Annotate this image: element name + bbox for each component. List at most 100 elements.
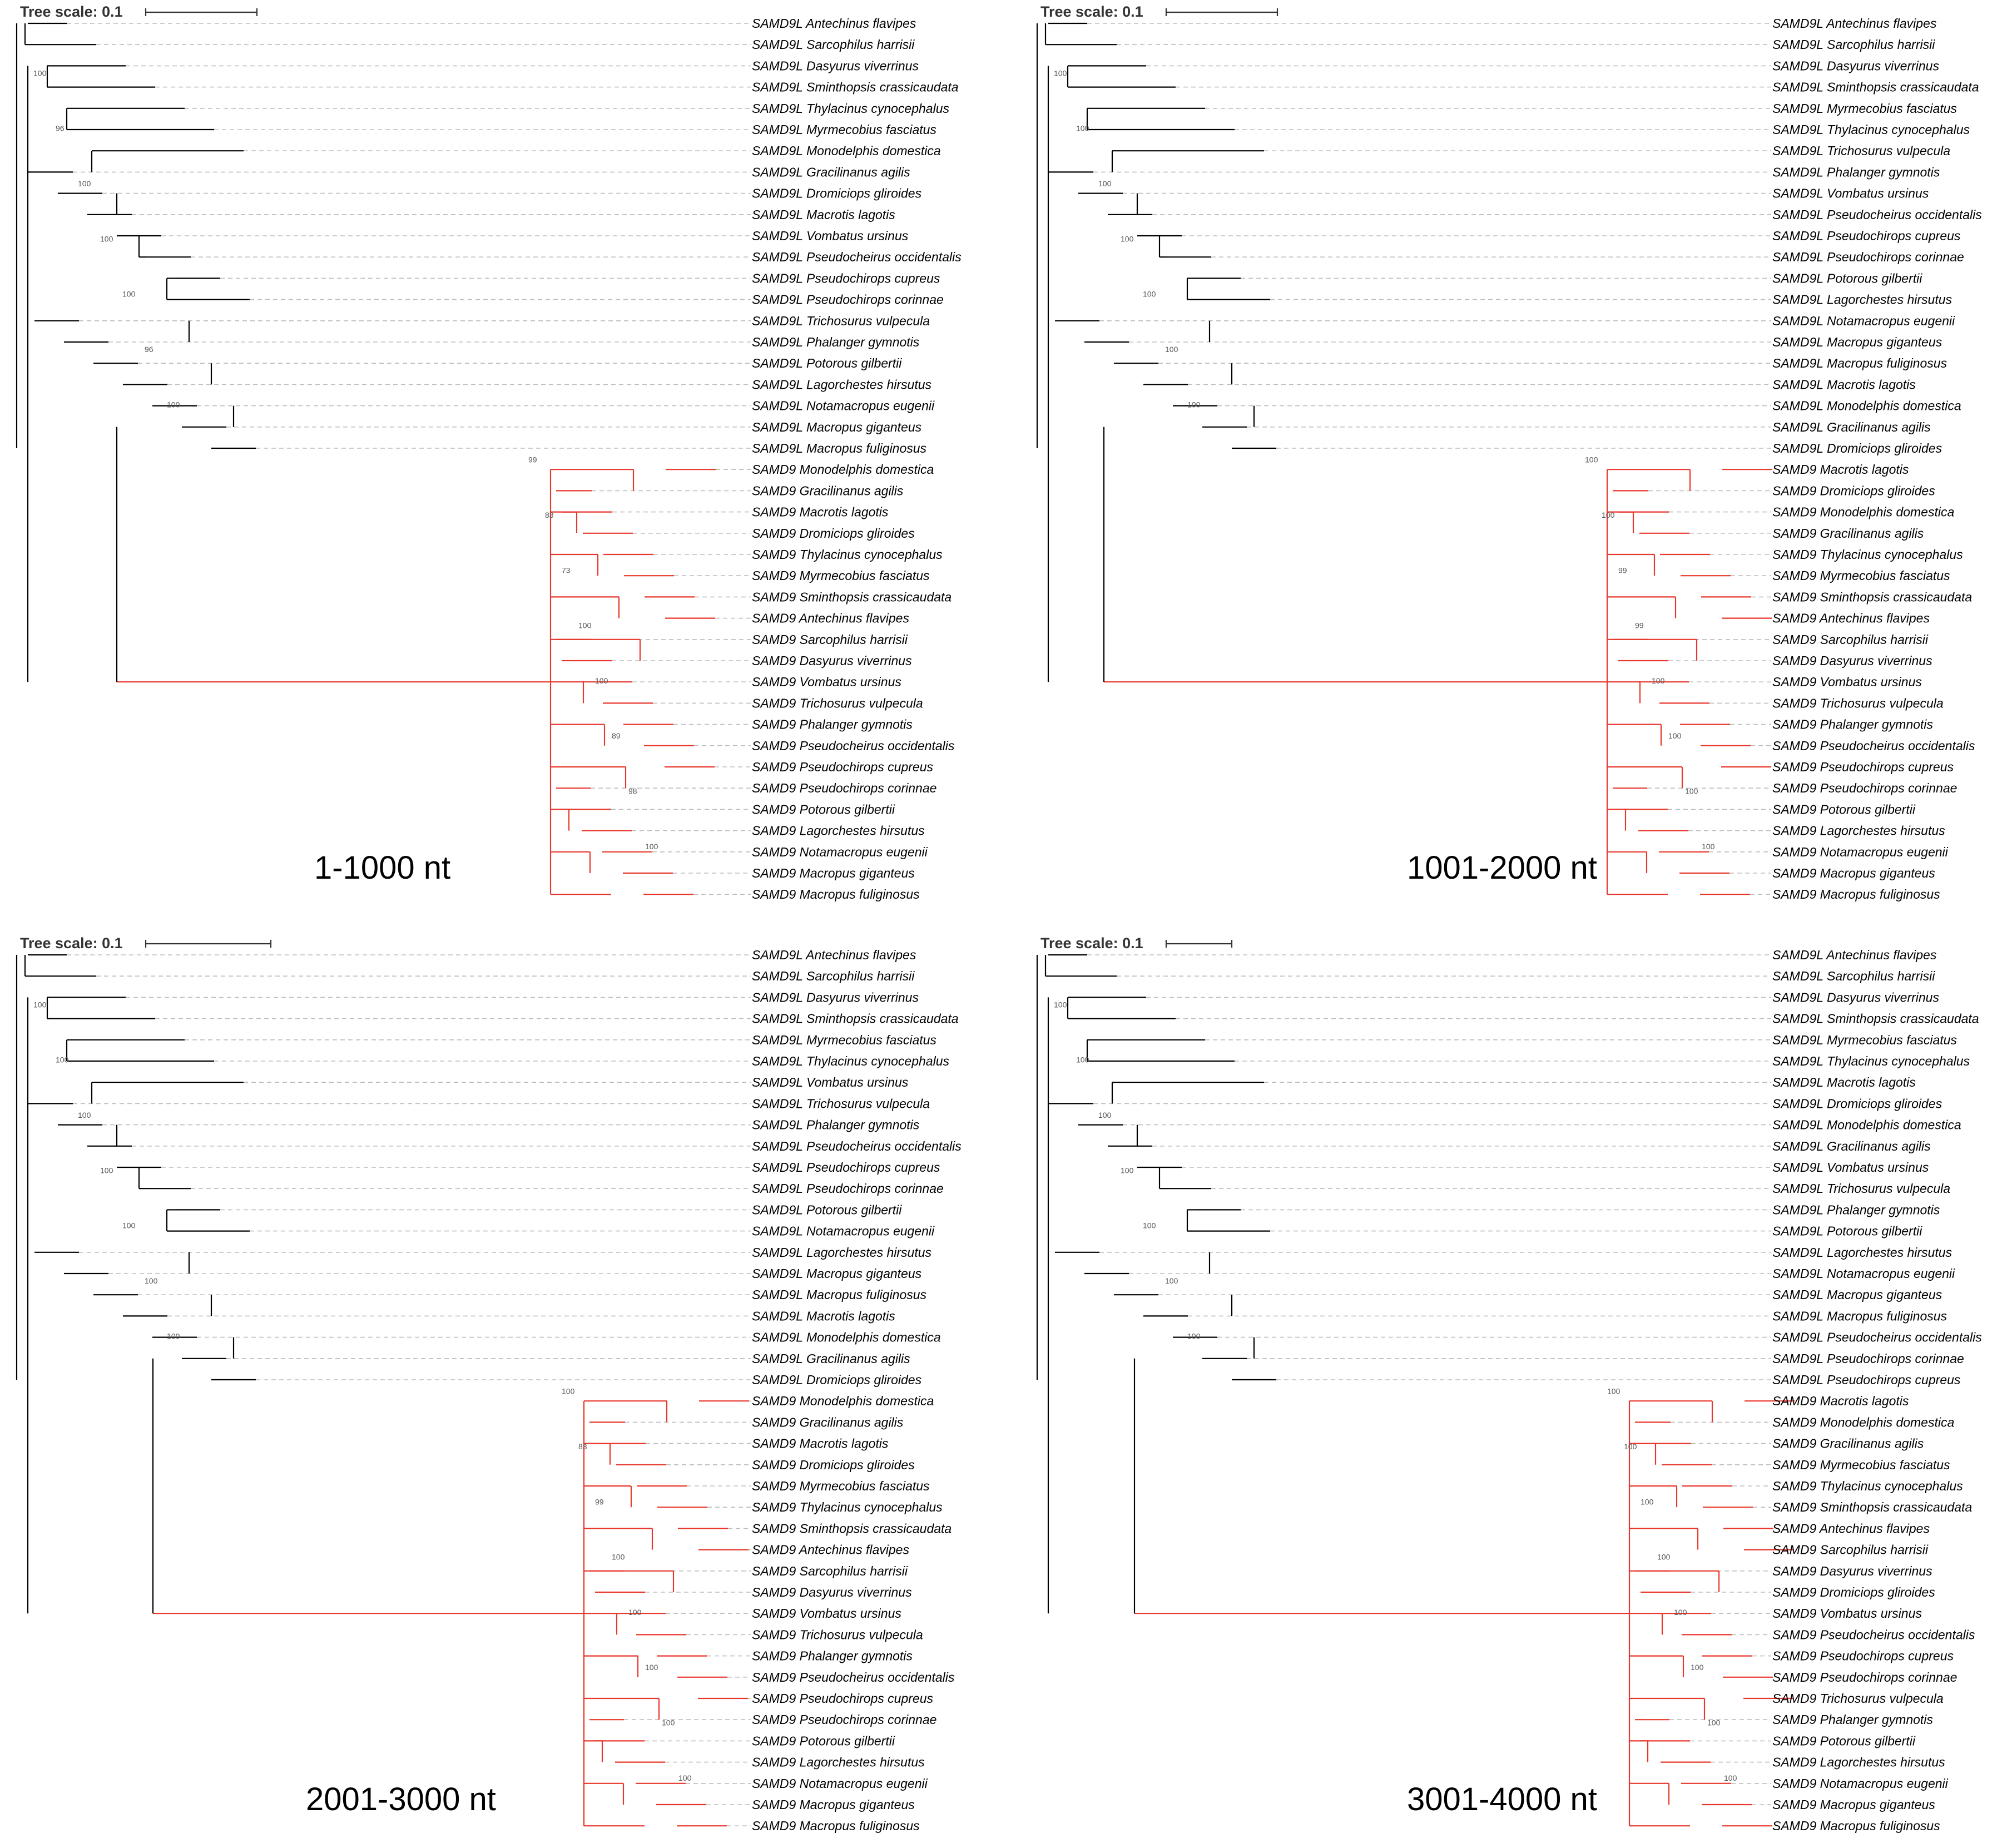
tip-label: SAMD9 Pseudochirops cupreus	[752, 760, 933, 774]
tip-label: SAMD9L Dasyurus viverrinus	[1772, 58, 1939, 73]
tip-label: SAMD9 Sminthopsis crassicaudata	[1772, 1500, 1972, 1514]
tip-label: SAMD9L Sarcophilus harrisii	[1772, 37, 1935, 52]
bootstrap-value: 96	[145, 345, 153, 354]
bootstrap-value: 100	[562, 1387, 575, 1396]
tip-label: SAMD9 Phalanger gymnotis	[752, 1649, 913, 1663]
tip-label: SAMD9 Thylacinus cynocephalus	[1772, 1479, 1963, 1493]
tip-label: SAMD9 Macropus giganteus	[1772, 1797, 1935, 1812]
tip-label: SAMD9L Trichosurus vulpecula	[752, 1096, 930, 1111]
tree-scale-label: Tree scale: 0.1	[20, 3, 123, 20]
tree-panel-1: Tree scale: 0.1 SAMD9L Antechinus flavipe…	[16, 3, 962, 901]
tree-panel-4: Tree scale: 0.1 SAMD9L Antechinus flavipe…	[1036, 935, 1982, 1833]
tip-label: SAMD9 Antechinus flavipes	[752, 1543, 909, 1557]
tip-label: SAMD9L Notamacropus eugenii	[1772, 314, 1955, 328]
tip-label: SAMD9 Dromiciops gliroides	[752, 1458, 915, 1472]
tip-label: SAMD9L Dromiciops gliroides	[1772, 441, 1942, 455]
tip-label: SAMD9 Myrmecobius fasciatus	[1772, 1458, 1950, 1472]
tip-label: SAMD9L Sarcophilus harrisii	[752, 969, 915, 983]
tip-label: SAMD9L Sarcophilus harrisii	[1772, 969, 1935, 983]
bootstrap-value: 100	[1652, 676, 1665, 685]
bootstrap-value: 96	[56, 124, 65, 133]
tip-label: SAMD9L Lagorchestes hirsutus	[752, 377, 932, 392]
tip-label: SAMD9 Antechinus flavipes	[1772, 1521, 1930, 1535]
tip-label: SAMD9 Phalanger gymnotis	[1772, 717, 1933, 732]
tip-label: SAMD9 Pseudochirops corinnae	[752, 781, 936, 795]
tip-label: SAMD9L Thylacinus cynocephalus	[1772, 122, 1970, 137]
tip-label: SAMD9L Notamacropus eugenii	[752, 1224, 935, 1238]
tip-label: SAMD9 Monodelphis domestica	[752, 462, 934, 477]
bootstrap-value: 100	[1143, 1221, 1156, 1230]
tip-label: SAMD9L Antechinus flavipes	[752, 948, 916, 962]
tip-label: SAMD9 Sminthopsis crassicaudata	[1772, 589, 1972, 604]
tip-label: SAMD9 Trichosurus vulpecula	[752, 696, 923, 710]
bootstrap-value: 100	[1187, 400, 1201, 409]
tip-label: SAMD9L Phalanger gymnotis	[752, 335, 920, 349]
bootstrap-value: 100	[1607, 1387, 1621, 1396]
bootstrap-value: 100	[1702, 842, 1715, 851]
tip-label: SAMD9 Gracilinanus agilis	[1772, 1436, 1924, 1451]
tip-label: SAMD9 Dasyurus viverrinus	[1772, 653, 1932, 668]
tip-label: SAMD9 Dromiciops gliroides	[752, 526, 915, 541]
tip-label: SAMD9L Antechinus flavipes	[752, 16, 916, 31]
bootstrap-value: 100	[612, 1553, 625, 1562]
bootstrap-value: 100	[1187, 1331, 1201, 1340]
tip-label: SAMD9L Macrotis lagotis	[752, 1309, 895, 1323]
tip-label: SAMD9 Macrotis lagotis	[1772, 1394, 1909, 1408]
tip-label: SAMD9L Vombatus ursinus	[752, 1075, 909, 1089]
bootstrap-value: 100	[1121, 234, 1134, 243]
tip-label: SAMD9 Sarcophilus harrisii	[752, 1564, 908, 1578]
tip-label: SAMD9 Antechinus flavipes	[752, 611, 909, 626]
bootstrap-value: 73	[562, 566, 571, 574]
tip-label: SAMD9L Trichosurus vulpecula	[1772, 143, 1950, 158]
tip-label: SAMD9L Potorous gilbertii	[752, 356, 902, 370]
tip-label: SAMD9L Gracilinanus agilis	[752, 1351, 910, 1366]
panel-label: 1-1000 nt	[314, 850, 450, 886]
tip-label: SAMD9L Vombatus ursinus	[1772, 186, 1929, 201]
tip-label: SAMD9 Pseudocheirus occidentalis	[1772, 739, 1975, 753]
bootstrap-value: 100	[167, 1331, 180, 1340]
bootstrap-value: 100	[678, 1773, 692, 1782]
tip-label: SAMD9 Macropus fuliginosus	[1772, 887, 1940, 901]
tip-label: SAMD9 Antechinus flavipes	[1772, 611, 1930, 626]
tip-label: SAMD9L Macropus giganteus	[1772, 1287, 1942, 1302]
tip-label: SAMD9L Dromiciops gliroides	[1772, 1096, 1942, 1111]
tip-label: SAMD9L Macropus fuliginosus	[752, 441, 927, 455]
tip-label: SAMD9 Macropus fuliginosus	[752, 887, 920, 901]
tree-panel-2: Tree scale: 0.1 SAMD9L Antechinus flavipe…	[1036, 3, 1982, 901]
bootstrap-value: 99	[595, 1497, 604, 1506]
bootstrap-value: 100	[1657, 1553, 1671, 1562]
bootstrap-value: 100	[33, 1000, 47, 1009]
tip-label: SAMD9 Pseudocheirus occidentalis	[1772, 1627, 1975, 1642]
bootstrap-value: 100	[1707, 1718, 1721, 1727]
tip-label: SAMD9 Pseudochirops corinnae	[1772, 781, 1957, 795]
tip-label: SAMD9L Sminthopsis crassicaudata	[1772, 80, 1979, 95]
tip-label: SAMD9 Myrmecobius fasciatus	[752, 1479, 930, 1493]
tip-label: SAMD9 Macrotis lagotis	[752, 505, 889, 519]
bootstrap-value: 89	[612, 731, 621, 740]
tip-label: SAMD9L Pseudochirops corinnae	[752, 1181, 944, 1196]
tip-label: SAMD9 Notamacropus eugenii	[752, 1776, 928, 1791]
tip-label: SAMD9 Potorous gilbertii	[1772, 802, 1916, 816]
tip-label: SAMD9L Macrotis lagotis	[1772, 377, 1916, 392]
tip-label: SAMD9 Sarcophilus harrisii	[752, 632, 908, 647]
tip-label: SAMD9 Pseudochirops cupreus	[752, 1691, 933, 1706]
tip-label: SAMD9L Monodelphis domestica	[1772, 399, 1961, 413]
tip-label: SAMD9 Monodelphis domestica	[1772, 1415, 1954, 1429]
tree-scale-label: Tree scale: 0.1	[20, 935, 123, 952]
bootstrap-value: 100	[1668, 731, 1682, 740]
bootstrap-value: 100	[1724, 1773, 1737, 1782]
bootstrap-value: 99	[528, 455, 537, 464]
tip-label: SAMD9L Pseudocheirus occidentalis	[752, 250, 962, 264]
tip-label: SAMD9 Dasyurus viverrinus	[1772, 1564, 1932, 1578]
tip-label: SAMD9 Thylacinus cynocephalus	[752, 547, 943, 562]
panel-label: 2001-3000 nt	[306, 1781, 496, 1817]
bootstrap-value: 100	[1674, 1608, 1687, 1617]
tip-label: SAMD9L Pseudocheirus occidentalis	[1772, 1330, 1982, 1345]
tip-label: SAMD9L Monodelphis domestica	[752, 143, 941, 158]
scale-bar	[145, 940, 272, 948]
tip-label: SAMD9L Sminthopsis crassicaudata	[1772, 1012, 1979, 1026]
tip-label: SAMD9L Phalanger gymnotis	[752, 1118, 920, 1132]
tip-label: SAMD9L Trichosurus vulpecula	[752, 314, 930, 328]
tip-label: SAMD9L Myrmecobius fasciatus	[1772, 1033, 1957, 1047]
tip-label: SAMD9L Monodelphis domestica	[1772, 1118, 1961, 1132]
